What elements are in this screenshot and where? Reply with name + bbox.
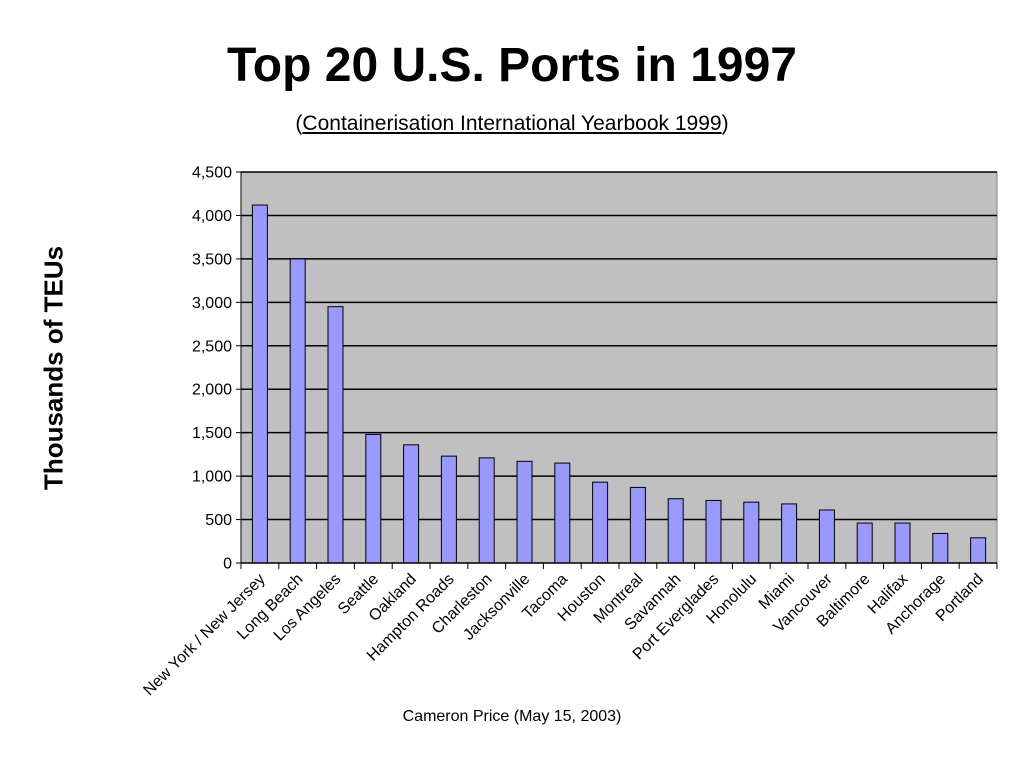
y-tick-label: 4,000 xyxy=(192,208,232,225)
bar[interactable] xyxy=(705,499,722,564)
bar[interactable] xyxy=(365,433,382,564)
bar[interactable] xyxy=(554,462,571,564)
chart-title: Top 20 U.S. Ports in 1997 xyxy=(227,39,797,92)
bar[interactable] xyxy=(932,532,949,564)
bar[interactable] xyxy=(478,457,495,564)
bar[interactable] xyxy=(894,522,911,564)
bar[interactable] xyxy=(289,258,306,564)
bar[interactable] xyxy=(818,509,835,564)
y-tick-label: 1,000 xyxy=(192,469,232,486)
y-tick-label: 1,500 xyxy=(192,425,232,442)
bar[interactable] xyxy=(327,306,344,564)
bar[interactable] xyxy=(743,501,760,564)
y-tick-label: 3,000 xyxy=(192,295,232,312)
bar[interactable] xyxy=(667,498,684,564)
bar[interactable] xyxy=(781,503,798,564)
bar[interactable] xyxy=(403,444,420,564)
y-tick-label: 0 xyxy=(223,556,232,573)
subtitle-source-link[interactable]: Containerisation International Yearbook … xyxy=(302,112,722,135)
y-tick-label: 2,000 xyxy=(192,382,232,399)
bar[interactable] xyxy=(440,455,457,564)
bar[interactable] xyxy=(516,460,533,564)
bar[interactable] xyxy=(251,204,268,564)
chart-subtitle: (Containerisation International Yearbook… xyxy=(0,112,1024,136)
plot-area xyxy=(240,171,998,564)
axes xyxy=(236,171,998,569)
bar[interactable] xyxy=(856,522,873,564)
bar[interactable] xyxy=(629,486,646,564)
y-tick-label: 2,500 xyxy=(192,338,232,355)
bars xyxy=(251,204,987,564)
bar[interactable] xyxy=(970,537,987,564)
subtitle-open-paren: ( xyxy=(295,112,303,135)
y-tick-labels: 0 500 1,000 1,500 2,000 2,500 3,000 3,500 4,000 4… xyxy=(192,165,232,573)
subtitle-close-paren: ) xyxy=(721,112,729,135)
y-tick-label: 500 xyxy=(205,512,232,529)
y-tick-label: 4,500 xyxy=(192,165,232,182)
footer-credit: Cameron Price (May 15, 2003) xyxy=(402,708,622,725)
bar[interactable] xyxy=(592,481,609,564)
y-tick-label: 3,500 xyxy=(192,251,232,268)
